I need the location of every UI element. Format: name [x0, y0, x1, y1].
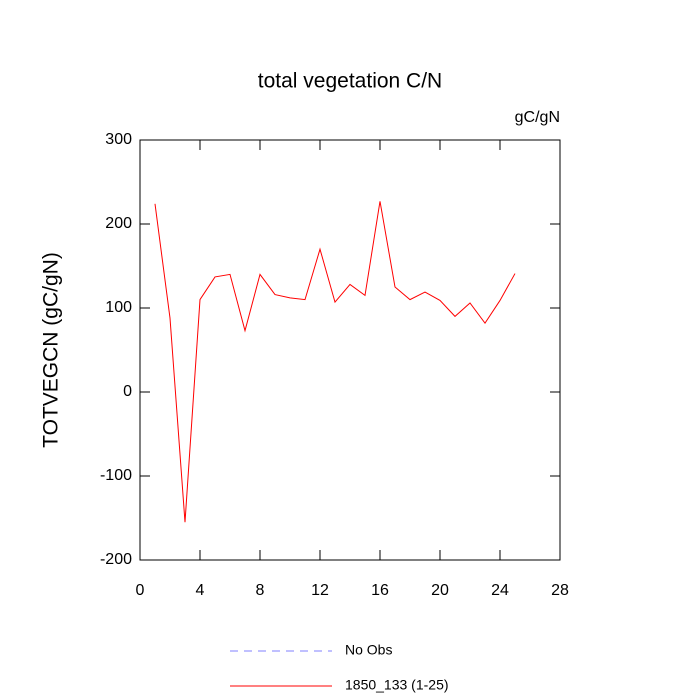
y-tick-label: -200 — [100, 551, 132, 568]
units-label: gC/gN — [515, 109, 560, 126]
legend-label: 1850_133 (1-25) — [345, 677, 449, 693]
y-axis-label: TOTVEGCN (gC/gN) — [40, 252, 63, 448]
x-tick-label: 4 — [196, 582, 205, 599]
x-tick-label: 28 — [551, 582, 569, 599]
y-tick-label: 300 — [105, 131, 132, 148]
x-tick-label: 12 — [311, 582, 329, 599]
y-tick-label: -100 — [100, 467, 132, 484]
x-tick-label: 24 — [491, 582, 509, 599]
chart-title: total vegetation C/N — [258, 70, 442, 93]
y-tick-label: 200 — [105, 215, 132, 232]
plot-frame — [139, 139, 561, 561]
x-tick-label: 8 — [256, 582, 265, 599]
y-tick-label: 100 — [105, 299, 132, 316]
x-tick-label: 16 — [371, 582, 389, 599]
x-tick-label: 20 — [431, 582, 449, 599]
x-tick-label: 0 — [136, 582, 145, 599]
data-line — [154, 201, 516, 523]
y-tick-label: 0 — [123, 383, 132, 400]
legend-label: No Obs — [345, 642, 392, 658]
